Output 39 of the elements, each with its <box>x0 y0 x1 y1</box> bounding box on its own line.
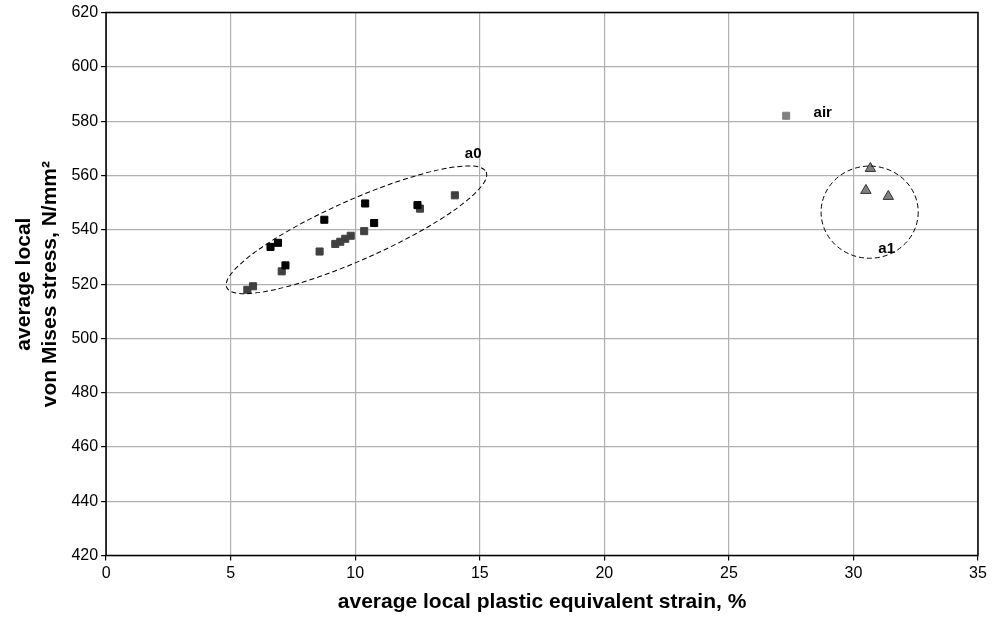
y-tick-label: 480 <box>71 383 99 401</box>
point <box>361 199 370 208</box>
point <box>281 261 290 270</box>
y-tick-label: 420 <box>71 546 99 564</box>
point <box>864 161 877 172</box>
point <box>450 191 459 200</box>
x-tick-label: 25 <box>719 563 738 581</box>
point <box>860 183 872 194</box>
point <box>331 239 340 248</box>
annotation: air <box>813 103 833 121</box>
y-tick-label: 440 <box>71 491 99 509</box>
point <box>882 189 895 200</box>
point <box>315 247 324 256</box>
point <box>266 242 275 251</box>
annotation: a1 <box>878 238 896 256</box>
y-tick-label: 540 <box>71 220 99 238</box>
annotation: a0 <box>464 143 482 161</box>
x-tick-label: 0 <box>101 563 111 581</box>
y-tick-label: 600 <box>71 57 99 75</box>
point <box>370 218 379 228</box>
point <box>320 215 329 224</box>
point <box>360 227 369 236</box>
y-tick-label: 620 <box>71 3 99 21</box>
point <box>273 238 283 247</box>
x-tick-label: 35 <box>969 563 987 581</box>
x-axis-title: average local plastic equivalent strain, % <box>337 589 747 613</box>
y-axis-title: average local von Mises stress, N/mm² <box>11 160 60 408</box>
y-tick-label: 560 <box>71 165 99 183</box>
point <box>243 285 252 294</box>
y-tick-label: 460 <box>71 437 99 455</box>
x-tick-label: 20 <box>595 563 614 581</box>
x-tick-label: 10 <box>346 563 365 581</box>
x-tick-label: 30 <box>844 563 863 581</box>
y-tick-label: 520 <box>71 274 99 292</box>
x-tick-label: 5 <box>226 563 236 581</box>
point <box>782 111 791 120</box>
y-tick-label: 580 <box>71 111 99 129</box>
y-tick-label: 500 <box>71 328 99 346</box>
x-tick-label: 15 <box>470 563 489 581</box>
